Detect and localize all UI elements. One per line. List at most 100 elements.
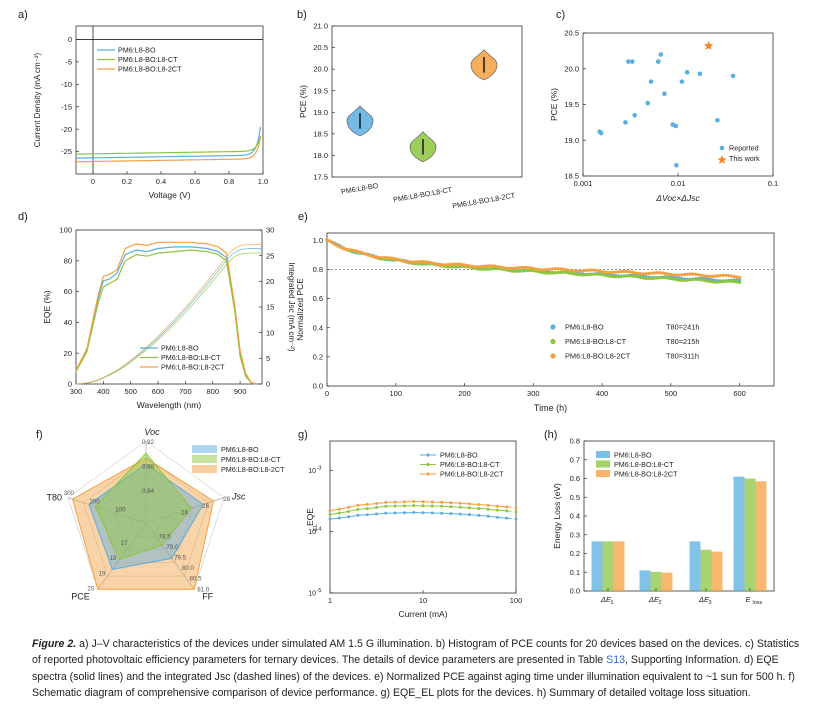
y-tick-label: 20.5 [313, 43, 328, 52]
stability-point [718, 280, 722, 284]
legend-label: PM6:L8-BO [440, 451, 478, 460]
stability-point [339, 245, 343, 250]
x-tick-label: 0.2 [122, 177, 132, 186]
x-tick-label: 0.1 [768, 179, 778, 188]
stability-point [377, 255, 381, 260]
energy-loss-bar [602, 541, 614, 591]
radar-tick-label: 100 [115, 507, 126, 514]
figure-caption: Figure 2. a) J–V characteristics of the … [32, 636, 802, 702]
stability-point [688, 278, 692, 282]
stability-point [407, 260, 412, 264]
stability-point [482, 267, 486, 271]
stability-point [363, 252, 368, 256]
stability-point [614, 275, 618, 279]
category-label: E [745, 595, 751, 604]
eqeel-point [468, 506, 471, 510]
radar-spoke [145, 522, 195, 590]
stability-point [702, 278, 706, 282]
stability-point [649, 271, 654, 275]
category-label: PM6:L8-BO:L8-CT [392, 185, 453, 204]
stability-point [655, 271, 659, 275]
stability-point [592, 272, 596, 276]
stability-point [677, 273, 681, 277]
eqeel-point [365, 507, 369, 511]
stability-point [669, 272, 673, 277]
violin-plot-frame [331, 25, 523, 178]
reported-point [662, 91, 667, 97]
category-label-subscript: 1 [611, 600, 614, 606]
radar-tick-label: 79.5 [174, 554, 187, 561]
stability-point [435, 262, 439, 266]
stability-point [352, 249, 357, 253]
stability-plot-frame [326, 232, 775, 387]
legend-marker [426, 462, 430, 467]
stability-point [416, 260, 420, 264]
eqeel-point [412, 499, 416, 503]
panel-label: f) [36, 429, 43, 441]
eqeel-point [495, 508, 499, 512]
stability-point [424, 260, 428, 264]
y-tick-label: 19.5 [564, 100, 579, 109]
stability-point [732, 279, 736, 284]
x-tick-label: 300 [70, 387, 83, 396]
y-tick-exponent: -3 [317, 465, 322, 471]
category-label: ΔE [698, 595, 710, 604]
stability-point [446, 263, 450, 267]
y-tick-label: 60 [64, 287, 72, 296]
stability-point [727, 279, 731, 283]
eqeel-point [477, 513, 481, 517]
radar-tick-label: 20 [87, 586, 94, 593]
reported-point [697, 71, 703, 77]
stability-point [627, 270, 632, 274]
stability-point [658, 276, 662, 280]
panel-label: e) [298, 211, 308, 223]
panel-label: b) [297, 9, 307, 21]
stability-point [550, 271, 555, 275]
stability-point [487, 267, 491, 271]
legend-t80: T80=215h [666, 337, 700, 346]
stability-point [724, 279, 728, 283]
eqeel-point [337, 507, 341, 511]
radar-series [94, 452, 193, 561]
y-tick-label: 0.0 [570, 587, 580, 596]
eqeel-point [337, 511, 341, 515]
stability-point [608, 274, 612, 278]
stability-point [597, 272, 601, 276]
stability-point [344, 247, 348, 251]
stability-point [355, 249, 359, 253]
energy-loss-bar [689, 541, 701, 591]
stability-point [655, 276, 659, 280]
legend-label: PM6:L8-BO:L8-2CT [118, 65, 182, 74]
legend-label: PM6:L8-BO:L8-2CT [565, 352, 631, 361]
y-tick-label: 80 [64, 256, 72, 265]
stability-point [572, 272, 577, 276]
stability-point [600, 269, 604, 274]
eqeel-point [365, 513, 369, 517]
legend-label: PM6:L8-BO:L8-2CT [161, 363, 225, 372]
legend-label: PM6:L8-BO [221, 445, 259, 454]
jv-curve [76, 137, 262, 163]
x-tick-label: 0 [325, 389, 329, 398]
x-tick-label: 0.4 [156, 177, 166, 186]
stability-point [707, 279, 711, 284]
stability-point [495, 264, 500, 269]
stability-point [616, 270, 621, 274]
stability-point [633, 271, 637, 275]
eqeel-point [375, 512, 378, 516]
stability-point [405, 260, 409, 264]
eqeel-point [328, 517, 332, 521]
y-tick-label: 0.5 [570, 493, 580, 502]
energy-loss-bar [755, 481, 767, 591]
table-link[interactable]: S13 [606, 654, 626, 667]
stability-point [647, 271, 651, 276]
reported-point [655, 59, 661, 64]
stability-point [482, 264, 486, 268]
y-tick-label: 0.6 [313, 294, 323, 303]
stability-point [490, 266, 494, 271]
jv-curve [76, 135, 262, 155]
stability-point [493, 266, 497, 271]
eqeel-point [449, 501, 453, 505]
stability-point [528, 268, 533, 273]
y-tick-label: 19.0 [313, 108, 328, 117]
stability-point [586, 273, 590, 277]
